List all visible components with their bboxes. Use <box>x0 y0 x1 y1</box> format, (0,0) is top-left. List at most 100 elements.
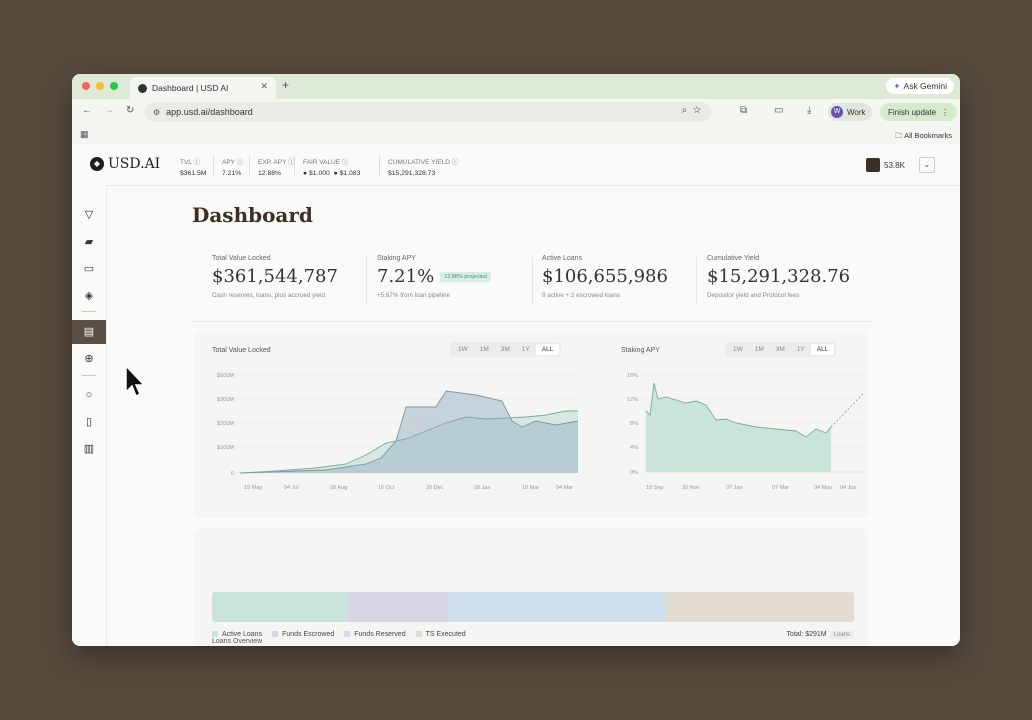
sidebar-item-folder-icon[interactable]: ▭ <box>83 263 95 275</box>
y-tick-label: $300M <box>217 397 234 403</box>
main-content: Dashboard Total Value Locked $361,544,78… <box>106 185 960 646</box>
url-bar[interactable]: ⚙ app.usd.ai/dashboard ⌕ ☆ <box>145 102 711 122</box>
maximize-window-button[interactable] <box>110 82 118 90</box>
divider <box>294 156 295 175</box>
tvl-range-selector[interactable]: 1W 1M 3M 1Y ALL <box>450 342 562 357</box>
chevron-down-icon[interactable]: ⌄ <box>918 157 935 173</box>
range-1w[interactable]: 1W <box>733 346 743 353</box>
kpi-label: Total Value Locked <box>212 255 271 262</box>
loans-overview-title: Loans Overview <box>212 638 263 645</box>
sidebar-item-document-icon[interactable]: ▯ <box>85 416 93 428</box>
site-settings-icon[interactable]: ⚙ <box>153 107 161 117</box>
reload-icon[interactable]: ↻ <box>126 105 135 116</box>
divider <box>249 156 250 175</box>
legend-item: TS Executed <box>415 631 466 638</box>
loans-tag[interactable]: Loans <box>829 631 854 639</box>
loans-stacked-bar <box>212 592 854 622</box>
sidebar-item-report-icon[interactable]: ▥ <box>83 443 95 455</box>
back-icon[interactable]: ← <box>82 105 92 116</box>
address-toolbar: ← → ↻ ⚙ app.usd.ai/dashboard ⌕ ☆ ⧉ ▭ ⤓ W… <box>72 99 960 125</box>
bar-segment-ts-executed[interactable] <box>665 592 854 622</box>
header-stat-label: TVL <box>180 159 192 166</box>
app-header: ◆ USD.AI TVL ⓘ $361.5M APY ⓘ 7.21% EXP. … <box>72 145 960 186</box>
loans-total-value: Total: $291M <box>786 631 827 638</box>
x-tick-label: 30 Nov <box>682 485 700 491</box>
kpi-active-loans: Active Loans $106,655,986 9 active + 2 e… <box>542 255 668 299</box>
gemini-icon: ✦ <box>893 80 901 91</box>
tab-bar: Dashboard | USD AI ✕ + ✦ Ask Gemini <box>72 74 960 99</box>
header-stat-fair-value: FAIR VALUE ⓘ ● $1.000 ● $1.083 <box>303 159 361 177</box>
x-tick-label: 08 Aug <box>330 485 347 491</box>
balance-value: 53.8K <box>884 160 905 170</box>
close-window-button[interactable] <box>82 82 90 90</box>
kpi-staking-apy: Staking APY 7.21% 12.88% projected +5.67%… <box>377 255 491 299</box>
header-stat-value: 7.21% <box>222 170 242 177</box>
close-tab-icon[interactable]: ✕ <box>260 81 268 91</box>
y-tick-label: 12% <box>627 397 638 403</box>
all-bookmarks[interactable]: 🗀 All Bookmarks <box>895 130 952 143</box>
x-tick-label: 18 Mar <box>522 485 539 491</box>
sidebar-item-wallet-icon[interactable]: ▰ <box>84 236 94 248</box>
range-all[interactable]: ALL <box>810 344 835 355</box>
legend-swatch <box>344 631 351 638</box>
finish-update-button[interactable]: Finish update ⋮ <box>880 103 958 121</box>
legend-label: Funds Escrowed <box>282 631 335 638</box>
bar-segment-funds-reserved[interactable] <box>448 592 665 622</box>
range-1m[interactable]: 1M <box>754 346 764 353</box>
tvl-line-upper <box>239 390 579 474</box>
x-tick-label: 19 May <box>244 485 262 491</box>
ask-gemini-label: Ask Gemini <box>903 81 947 91</box>
kpi-sub: 9 active + 2 escrowed loans <box>542 292 620 299</box>
range-1y[interactable]: 1Y <box>521 346 530 353</box>
y-tick-label: 0% <box>630 470 638 476</box>
sidebar-item-globe-icon[interactable]: ⊕ <box>84 353 94 365</box>
favicon-icon <box>138 83 147 93</box>
range-1y[interactable]: 1Y <box>796 346 805 353</box>
minimize-window-button[interactable] <box>96 82 104 90</box>
apy-range-selector[interactable]: 1W 1M 3M 1Y ALL <box>725 342 837 357</box>
sidebar-item-home-icon[interactable]: ▽ <box>84 209 94 221</box>
download-icon[interactable]: ⤓ <box>807 105 812 116</box>
profile-button[interactable]: W Work <box>828 103 872 121</box>
apy-line <box>645 382 832 438</box>
y-tick-label: $200M <box>217 421 234 427</box>
range-3m[interactable]: 3M <box>775 346 785 353</box>
logo-mark-icon: ◆ <box>90 157 104 171</box>
legend-swatch <box>212 631 218 638</box>
x-tick-label: 20 Dec <box>426 485 444 491</box>
range-1m[interactable]: 1M <box>479 346 489 353</box>
finish-update-label: Finish update <box>888 107 937 117</box>
tvl-chart: $600M $300M $200M $100M 0 19 May 04 Jul … <box>217 373 579 491</box>
tab-dashboard[interactable]: Dashboard | USD AI ✕ <box>130 77 276 99</box>
sidebar-item-lightbulb-icon[interactable]: ○ <box>85 389 93 401</box>
apps-icon[interactable]: ▦ <box>80 129 89 139</box>
apy-projection-line <box>830 392 865 428</box>
bar-segment-funds-escrowed[interactable] <box>348 592 448 622</box>
tab-title: Dashboard | USD AI <box>152 83 229 93</box>
legend-swatch <box>272 631 279 638</box>
tvl-line-lower <box>239 410 578 474</box>
sidebar-item-signal-icon[interactable]: ◈ <box>84 290 94 302</box>
range-1w[interactable]: 1W <box>458 346 468 353</box>
divider <box>366 257 367 305</box>
forward-icon[interactable]: → <box>104 105 114 116</box>
header-stat-exp-apy: EXP. APY ⓘ 12.88% <box>258 159 295 177</box>
sidebar-divider <box>82 311 96 312</box>
ask-gemini-button[interactable]: ✦ Ask Gemini <box>886 78 954 94</box>
legend-label: Active Loans <box>222 631 263 638</box>
new-tab-button[interactable]: + <box>282 78 290 92</box>
sidebar-item-dashboard-icon[interactable]: ▤ <box>72 320 106 344</box>
usdai-logo[interactable]: ◆ USD.AI <box>90 156 160 172</box>
balance-widget[interactable]: 53.8K ⌄ <box>866 157 935 173</box>
sidebar: ▽ ▰ ▭ ◈ ▤ ⊕ ○ ▯ ▥ <box>72 185 107 646</box>
header-stat-apy: APY ⓘ 7.21% <box>222 159 244 177</box>
extensions-icon[interactable]: ⧉ <box>740 105 748 116</box>
y-tick-label: $600M <box>217 373 234 379</box>
bar-segment-active-loans[interactable] <box>212 592 348 622</box>
y-tick-label: 4% <box>630 445 638 451</box>
zoom-and-bookmark-icons[interactable]: ⌕ ☆ <box>681 105 701 116</box>
range-3m[interactable]: 3M <box>500 346 510 353</box>
reading-list-icon[interactable]: ▭ <box>774 105 784 116</box>
legend-item: Active Loans <box>212 631 262 638</box>
range-all[interactable]: ALL <box>535 344 560 355</box>
